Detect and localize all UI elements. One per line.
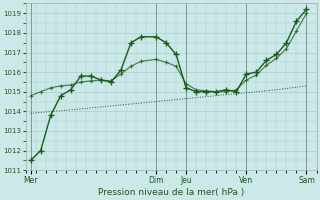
X-axis label: Pression niveau de la mer( hPa ): Pression niveau de la mer( hPa ) [98, 188, 244, 197]
